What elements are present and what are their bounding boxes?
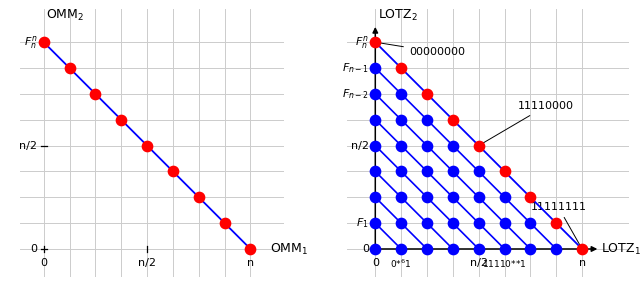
Point (370, 247, 380, 251)
Point (422, 92, 432, 96)
Text: 11110000: 11110000 (481, 102, 573, 144)
Point (422, 169, 432, 174)
Point (396, 221, 406, 225)
Point (474, 143, 484, 148)
Point (448, 221, 458, 225)
Point (551, 221, 561, 225)
Point (474, 169, 484, 174)
Point (422, 118, 432, 122)
Text: 0: 0 (40, 258, 47, 268)
Point (396, 66, 406, 70)
Point (370, 118, 380, 122)
Point (396, 143, 406, 148)
Point (194, 195, 204, 200)
Text: 00000000: 00000000 (378, 43, 465, 57)
Point (474, 221, 484, 225)
Point (525, 221, 536, 225)
Text: $F_n^n$: $F_n^n$ (355, 34, 369, 51)
Text: 11111111: 11111111 (531, 202, 586, 247)
Point (396, 247, 406, 251)
Point (448, 195, 458, 200)
Point (396, 195, 406, 200)
Point (474, 247, 484, 251)
Point (370, 195, 380, 200)
Point (245, 247, 255, 251)
Text: $\mathrm{OMM}_1$: $\mathrm{OMM}_1$ (270, 241, 308, 257)
Point (65, 66, 75, 70)
Point (396, 169, 406, 174)
Point (422, 247, 432, 251)
Point (499, 221, 509, 225)
Point (499, 195, 509, 200)
Text: $F_{n-2}$: $F_{n-2}$ (342, 87, 369, 101)
Point (370, 92, 380, 96)
Point (525, 195, 536, 200)
Point (474, 195, 484, 200)
Point (448, 169, 458, 174)
Text: n/2: n/2 (138, 258, 156, 268)
Text: n/2: n/2 (470, 258, 488, 268)
Text: $\mathrm{LOTZ}_2$: $\mathrm{LOTZ}_2$ (378, 8, 418, 23)
Text: $\mathrm{LOTZ}_1$: $\mathrm{LOTZ}_1$ (602, 241, 640, 257)
Text: n: n (579, 258, 586, 268)
Point (422, 195, 432, 200)
Point (116, 118, 126, 122)
Text: $F_1$: $F_1$ (356, 216, 369, 230)
Point (370, 40, 380, 44)
Text: 0: 0 (372, 258, 379, 268)
Point (370, 143, 380, 148)
Point (551, 247, 561, 251)
Point (499, 247, 509, 251)
Point (448, 247, 458, 251)
Point (448, 143, 458, 148)
Text: n: n (247, 258, 254, 268)
Point (577, 247, 588, 251)
Point (422, 143, 432, 148)
Text: $0{*}^{6}1$: $0{*}^{6}1$ (390, 258, 412, 271)
Text: 0: 0 (30, 244, 37, 254)
Point (448, 118, 458, 122)
Text: $11110{*}{*}1$: $11110{*}{*}1$ (483, 258, 527, 269)
Text: n/2: n/2 (19, 141, 37, 151)
Point (168, 169, 178, 174)
Point (142, 143, 152, 148)
Point (220, 221, 230, 225)
Text: $F_{n-1}$: $F_{n-1}$ (342, 61, 369, 75)
Point (525, 247, 536, 251)
Text: $\mathrm{OMM}_2$: $\mathrm{OMM}_2$ (46, 8, 84, 23)
Point (370, 221, 380, 225)
Point (38, 40, 49, 44)
Text: 0: 0 (362, 244, 369, 254)
Text: $F_n^n$: $F_n^n$ (24, 34, 37, 51)
Point (396, 92, 406, 96)
Point (370, 169, 380, 174)
Point (422, 221, 432, 225)
Point (90, 92, 100, 96)
Point (370, 66, 380, 70)
Point (499, 169, 509, 174)
Text: n/2: n/2 (351, 141, 369, 151)
Point (396, 118, 406, 122)
